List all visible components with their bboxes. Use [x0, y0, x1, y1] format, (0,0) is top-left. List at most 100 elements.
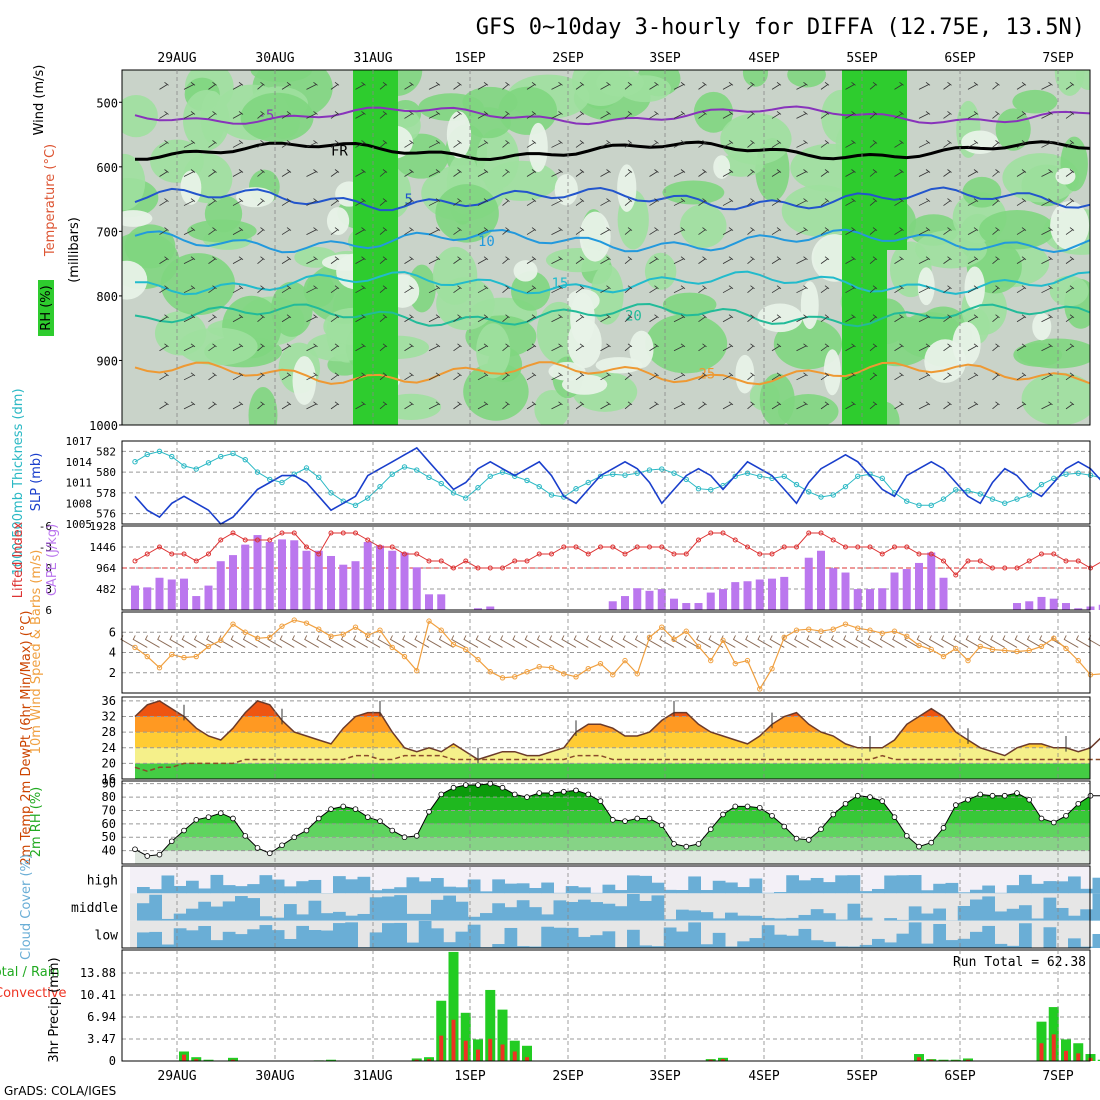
rh-blob [645, 314, 728, 374]
legend-convective: Convective [0, 986, 67, 1001]
wind-barb [894, 285, 904, 294]
rh-point [658, 822, 665, 828]
wind-barb [967, 314, 979, 323]
rh-blob [679, 204, 727, 248]
cape-bar [755, 579, 764, 610]
rh-point [695, 841, 702, 847]
wind-speed-point [818, 628, 824, 634]
right-tick-label: 964 [96, 562, 116, 575]
wind-barb [600, 256, 611, 264]
wind-barb [428, 198, 441, 206]
cloud-bar [541, 926, 554, 948]
cloud-bar [222, 885, 236, 894]
wind-speed-point [132, 644, 138, 651]
rh-point [303, 827, 310, 834]
wind-speed-point [426, 618, 432, 624]
rh-point [536, 790, 543, 796]
wind-barb [747, 82, 755, 90]
cloud-bar [161, 918, 175, 921]
rh-blob [476, 323, 511, 379]
cloud-bar [161, 875, 175, 894]
cloud-bar [774, 918, 787, 921]
wind-barb [796, 401, 808, 410]
wind-barb [281, 401, 292, 410]
cloud-bar [602, 884, 616, 894]
wind-speed-point [352, 624, 359, 630]
wind-barb [183, 227, 196, 235]
wind-speed-point [218, 637, 224, 644]
wind-barb [894, 82, 904, 90]
wind-barb [281, 169, 292, 177]
wind-barb [771, 285, 782, 294]
cloud-bar [749, 915, 763, 921]
wind-barb [232, 343, 244, 352]
li-point [585, 551, 591, 557]
wind-barb [306, 401, 318, 410]
wind-barb [796, 198, 808, 206]
wind-barb [1065, 372, 1075, 381]
wind-barb [404, 198, 414, 206]
wind-barb [806, 635, 822, 648]
y-tick-label: 24 [102, 741, 116, 755]
wind-barb [502, 111, 510, 119]
rh-dry-blob [548, 362, 586, 381]
cloud-bar [847, 903, 861, 921]
wind-barb [904, 635, 920, 648]
rh-point [266, 850, 273, 857]
wind-barb [845, 82, 856, 90]
wind-barb [551, 256, 563, 264]
cloud-bar [614, 906, 628, 921]
thickness-point [781, 473, 787, 479]
thickness-point [365, 495, 371, 501]
wind-barb [1041, 343, 1053, 352]
rh-blob [781, 184, 859, 237]
cloud-bar [676, 909, 689, 921]
wind-barb [575, 343, 585, 352]
wind-barb [818, 635, 834, 648]
wind-barb [698, 285, 707, 294]
li-point [781, 544, 787, 550]
li-point [977, 558, 983, 564]
wind-speed-point [401, 653, 408, 660]
wind-barb [610, 635, 626, 648]
isotherm-line [134, 361, 1090, 386]
legend-total-rain: Total / Rain [0, 965, 60, 980]
cape-bar [902, 569, 911, 610]
rh-point [242, 833, 249, 839]
wind-barb [771, 198, 782, 206]
cloud-bar [737, 941, 750, 948]
cloud-bar [627, 893, 640, 921]
cloud-bar [443, 895, 456, 921]
wind-barb [794, 635, 809, 648]
cape-bar [290, 540, 299, 610]
rh-blob [248, 387, 278, 425]
cape-bar [633, 588, 642, 610]
cloud-bar [761, 892, 775, 894]
wind-barb [232, 372, 244, 381]
wind-barb [673, 227, 686, 235]
li-point [634, 544, 640, 550]
wind-barb [830, 635, 846, 648]
wind-barb [379, 111, 388, 119]
wind-barb [453, 111, 462, 119]
wind-barb [943, 285, 952, 294]
li-point [1075, 558, 1081, 564]
precip-bar [228, 1057, 238, 1061]
wind-barb [967, 140, 979, 148]
thickness-point [169, 453, 175, 460]
wind-barb [232, 140, 244, 148]
cloud-bar [541, 882, 554, 894]
wind-barb [257, 198, 265, 206]
wind-speed-point [377, 627, 383, 633]
wind-barb [869, 314, 878, 323]
rh-point [965, 796, 971, 803]
wind-speed-point [646, 634, 653, 641]
li-point [549, 551, 554, 557]
cloud-bar [725, 882, 738, 894]
wind-barb [281, 82, 292, 90]
wind-barb [404, 140, 414, 148]
li-point [402, 551, 407, 557]
li-point [598, 544, 603, 550]
rh-point [879, 798, 886, 804]
li-point [708, 530, 714, 536]
